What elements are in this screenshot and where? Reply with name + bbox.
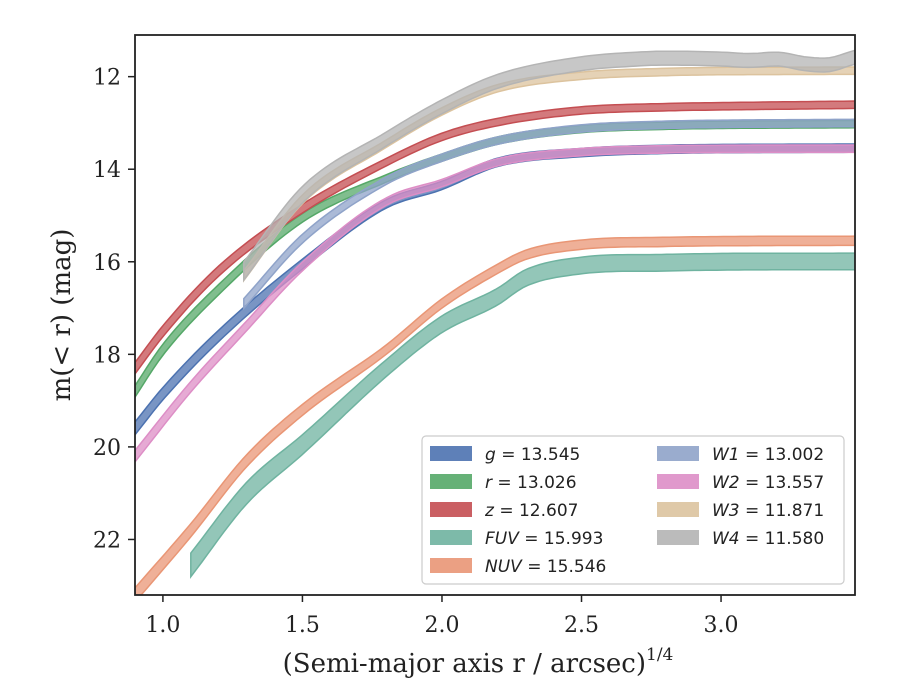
legend-swatch: [657, 474, 699, 489]
legend-label: FUV = 15.993: [485, 529, 603, 549]
series-band-w2: [135, 144, 855, 464]
legend-label: r = 13.026: [485, 473, 577, 493]
legend-swatch: [430, 446, 472, 461]
legend-item-g: g = 13.545: [430, 445, 580, 465]
legend-item-w1: W1 = 13.002: [657, 445, 824, 465]
legend-swatch: [430, 530, 472, 545]
legend-item-fuv: FUV = 15.993: [430, 529, 603, 549]
x-tick-label: 2.0: [424, 613, 459, 638]
x-axis-label-superscript: 1/4: [646, 645, 673, 665]
series-band-z: [135, 100, 855, 376]
y-tick-label: 22: [93, 528, 121, 553]
y-tick-label: 18: [93, 343, 121, 368]
legend-box: [421, 435, 845, 585]
legend-label: W3 = 11.871: [712, 501, 824, 521]
x-axis-label: (Semi-major axis r / arcsec)1/4: [283, 645, 674, 679]
series-band-fuv: [190, 252, 855, 579]
legend-swatch: [657, 530, 699, 545]
x-tick-label: 2.5: [564, 613, 599, 638]
legend-swatch: [430, 502, 472, 517]
y-tick-label: 20: [93, 436, 121, 461]
curves-layer: [135, 49, 855, 595]
legend-label: W4 = 11.580: [712, 529, 824, 549]
legend-label: W2 = 13.557: [712, 473, 824, 493]
y-tick-label: 12: [93, 66, 121, 91]
legend: g = 13.545 r = 13.026 z = 12.607 FUV = 15.9…: [421, 435, 845, 585]
legend-item-w4: W4 = 11.580: [657, 529, 824, 549]
x-axis-label-text: (Semi-major axis r / arcsec): [283, 649, 646, 679]
series-band-w4: [243, 49, 855, 283]
legend-swatch: [430, 474, 472, 489]
legend-item-r: r = 13.026: [430, 473, 577, 493]
legend-label: NUV = 15.546: [485, 557, 606, 577]
legend-label: g = 13.545: [485, 445, 580, 465]
x-tick-label: 1.0: [145, 613, 180, 638]
x-tick-label: 3.0: [704, 613, 739, 638]
legend-item-w2: W2 = 13.557: [657, 473, 824, 493]
legend-item-nuv: NUV = 15.546: [430, 557, 606, 577]
series-band-nuv: [135, 235, 855, 595]
series-band-w1: [243, 118, 855, 311]
y-tick-label: 16: [93, 251, 121, 276]
plot-frame: [134, 34, 856, 596]
y-ticks: 12 14 16 18 20 22: [93, 66, 135, 553]
legend-swatch: [657, 446, 699, 461]
y-tick-label: 14: [93, 158, 121, 183]
legend-item-z: z = 12.607: [430, 501, 578, 521]
x-tick-label: 1.5: [285, 613, 320, 638]
y-axis-label: m(< r) (mag): [47, 229, 77, 402]
legend-swatch: [657, 502, 699, 517]
legend-label: W1 = 13.002: [712, 445, 824, 465]
legend-item-w3: W3 = 11.871: [657, 501, 824, 521]
x-ticks: 1.0 1.5 2.0 2.5 3.0: [145, 595, 739, 638]
legend-swatch: [430, 558, 472, 573]
legend-label: z = 12.607: [484, 501, 578, 521]
